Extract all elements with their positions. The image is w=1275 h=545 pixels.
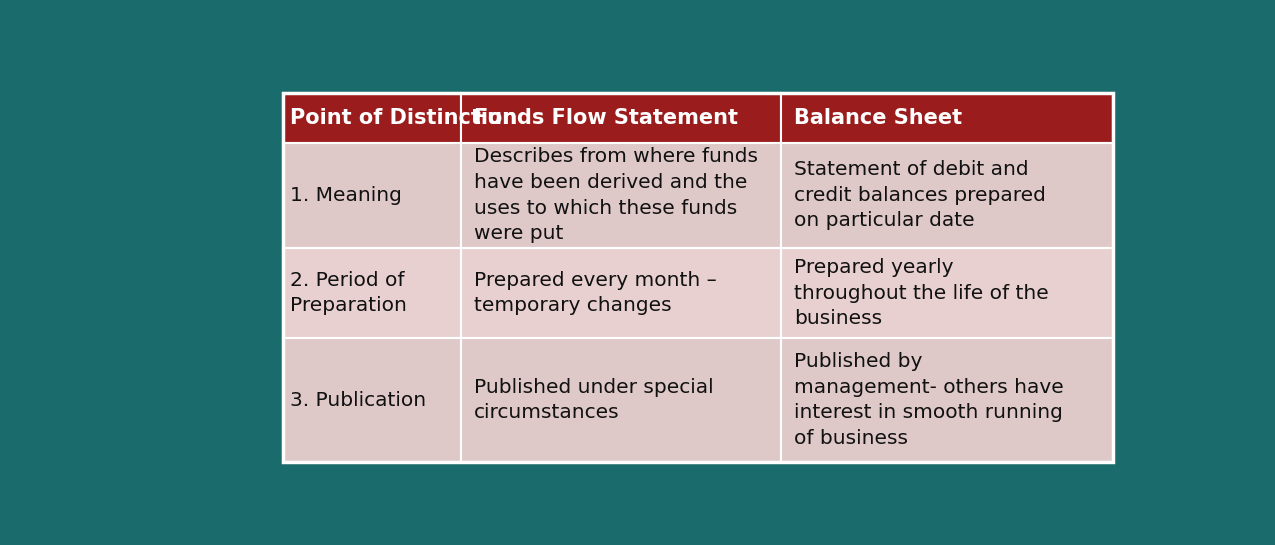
Bar: [283, 143, 462, 248]
Text: Published by
management- others have
interest in smooth running
of business: Published by management- others have int…: [794, 352, 1063, 448]
Text: 3. Publication: 3. Publication: [289, 391, 426, 410]
Bar: [462, 93, 780, 143]
Bar: [283, 248, 462, 338]
Text: Prepared every month –
temporary changes: Prepared every month – temporary changes: [474, 271, 717, 316]
Bar: [283, 338, 462, 462]
Bar: [462, 338, 780, 462]
Bar: [462, 143, 780, 248]
Text: Funds Flow Statement: Funds Flow Statement: [474, 107, 738, 128]
Text: 1. Meaning: 1. Meaning: [289, 186, 402, 205]
Bar: [780, 338, 1113, 462]
Bar: [462, 248, 780, 338]
Text: 2. Period of
Preparation: 2. Period of Preparation: [289, 271, 407, 316]
Bar: [780, 93, 1113, 143]
Text: Prepared yearly
throughout the life of the
business: Prepared yearly throughout the life of t…: [794, 258, 1049, 328]
Text: Point of Distinction: Point of Distinction: [289, 107, 518, 128]
Text: Balance Sheet: Balance Sheet: [794, 107, 963, 128]
Text: Published under special
circumstances: Published under special circumstances: [474, 378, 714, 422]
Bar: [283, 93, 462, 143]
Text: Statement of debit and
credit balances prepared
on particular date: Statement of debit and credit balances p…: [794, 160, 1046, 231]
Bar: [283, 93, 1113, 462]
Bar: [780, 248, 1113, 338]
Bar: [780, 143, 1113, 248]
Text: Describes from where funds
have been derived and the
uses to which these funds
w: Describes from where funds have been der…: [474, 147, 759, 243]
